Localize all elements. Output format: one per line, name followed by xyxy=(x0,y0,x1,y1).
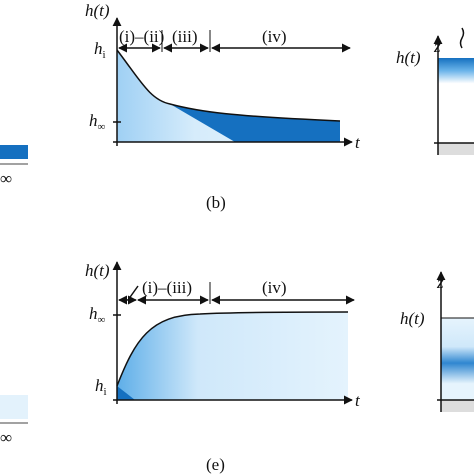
tick-label: h∞ xyxy=(89,304,106,326)
curve xyxy=(116,311,349,387)
column-e: z h(t) xyxy=(400,271,474,412)
z-label: z xyxy=(436,273,444,292)
column xyxy=(438,58,474,143)
dark-region xyxy=(117,386,135,400)
base xyxy=(441,400,474,412)
dark-region xyxy=(170,104,340,142)
tick-label: h∞ xyxy=(89,111,106,133)
caption: (b) xyxy=(206,193,226,212)
layer xyxy=(0,395,28,419)
y-label: h(t) xyxy=(85,261,110,280)
base xyxy=(438,143,474,155)
column xyxy=(441,318,474,400)
phase-label: (iii) xyxy=(172,27,198,46)
label: ∞ xyxy=(0,169,12,188)
z-label: z xyxy=(433,37,441,56)
layer xyxy=(0,145,28,159)
label: ∞ xyxy=(0,428,12,447)
panel-e: h(t) t h∞ hi (i)–(iii) (iv) (e) xyxy=(85,261,361,474)
phase-label: (iv) xyxy=(262,278,287,297)
squiggle xyxy=(459,27,465,49)
h-label: h(t) xyxy=(396,48,421,67)
h-label: h(t) xyxy=(400,309,425,328)
phase-label: (iv) xyxy=(262,27,287,46)
x-label: t xyxy=(355,133,361,152)
phase-label: (i)–(iii) xyxy=(142,278,192,297)
x-label: t xyxy=(355,391,361,410)
tick-label: hi xyxy=(95,376,107,398)
column-b: z h(t) xyxy=(396,27,474,155)
phase-label: (i)–(ii) xyxy=(119,27,164,46)
area xyxy=(117,312,348,400)
pointer xyxy=(127,285,139,301)
panel-b: h(t) t hi h∞ (i)–(ii) (iii) (iv) (b) xyxy=(85,1,361,212)
y-label: h(t) xyxy=(85,1,110,20)
curve xyxy=(116,49,341,122)
tick-label: hi xyxy=(94,39,106,61)
caption: (e) xyxy=(206,455,225,474)
